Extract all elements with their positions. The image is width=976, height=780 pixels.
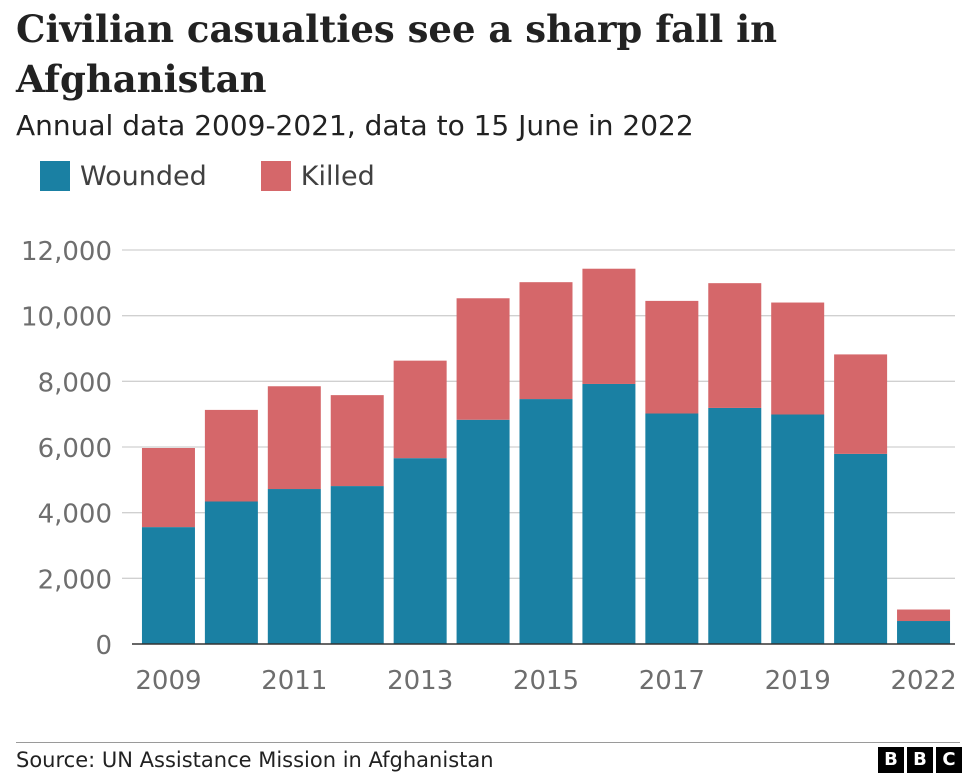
bar-wounded-2019 [771,414,825,644]
bar-killed-2012 [330,395,384,487]
legend-item-wounded: Wounded [40,161,207,192]
bar-wounded-2018 [708,407,762,644]
bbc-logo-letter-1: B [878,747,904,773]
legend-label-killed: Killed [300,160,375,192]
bar-killed-2022 [897,609,951,622]
bar-wounded-2016 [582,383,636,644]
y-tick-label: 6,000 [38,434,112,464]
bbc-logo: B B C [875,747,962,773]
source-note: Source: UN Assistance Mission in Afghani… [16,748,494,772]
bbc-logo-letter-3: C [936,747,962,773]
y-tick-label: 10,000 [21,303,112,333]
stacked-bar-chart: 0 2,000 4,000 6,000 8,000 10,000 12,000 2009 201… [21,237,957,696]
source-divider [16,742,960,743]
x-tick-label: 2017 [639,666,705,696]
bar-killed-2011 [267,386,321,490]
bar-wounded-2010 [204,501,258,644]
bar-wounded-2014 [456,419,510,644]
bar-wounded-2013 [393,458,447,644]
bar-wounded-2020 [834,453,888,644]
y-tick-label: 2,000 [38,565,112,595]
legend-swatch-killed [260,161,291,191]
y-tick-label: 0 [95,631,112,661]
legend-item-killed: Killed [260,160,375,192]
bar-killed-2013 [393,360,447,459]
legend-label-wounded: Wounded [80,160,207,192]
x-tick-label: 2011 [261,666,327,696]
legend: Wounded Killed [40,158,429,194]
x-tick-label: 2015 [513,666,579,696]
y-tick-label: 4,000 [38,500,112,530]
bar-killed-2014 [456,298,510,420]
y-tick-label: 12,000 [21,237,112,267]
bar-killed-2017 [645,300,699,414]
bar-killed-2016 [582,268,636,384]
bbc-logo-letter-2: B [907,747,933,773]
bar-killed-2009 [141,447,195,528]
bar-wounded-2017 [645,413,699,644]
bar-wounded-2011 [267,489,321,644]
bar-wounded-2015 [519,399,573,644]
axes: 0 2,000 4,000 6,000 8,000 10,000 12,000 2009 201… [21,237,957,696]
bar-wounded-2012 [330,486,384,644]
bar-wounded-2009 [141,527,195,644]
x-tick-label: 2013 [387,666,453,696]
bar-killed-2020 [834,354,888,454]
chart-title: Civilian casualties see a sharp fall in … [16,7,778,101]
chart-subtitle: Annual data 2009-2021, data to 15 June i… [16,109,694,142]
bar-killed-2018 [708,283,762,408]
bars [141,268,951,644]
x-tick-label: 2022 [890,666,956,696]
bar-killed-2019 [771,302,825,415]
bar-killed-2015 [519,282,573,400]
x-tick-label: 2019 [765,666,831,696]
y-tick-label: 8,000 [38,368,112,398]
bar-wounded-2022 [897,621,951,644]
bar-killed-2010 [204,409,258,502]
legend-swatch-wounded [40,161,70,191]
x-tick-label: 2009 [135,666,201,696]
